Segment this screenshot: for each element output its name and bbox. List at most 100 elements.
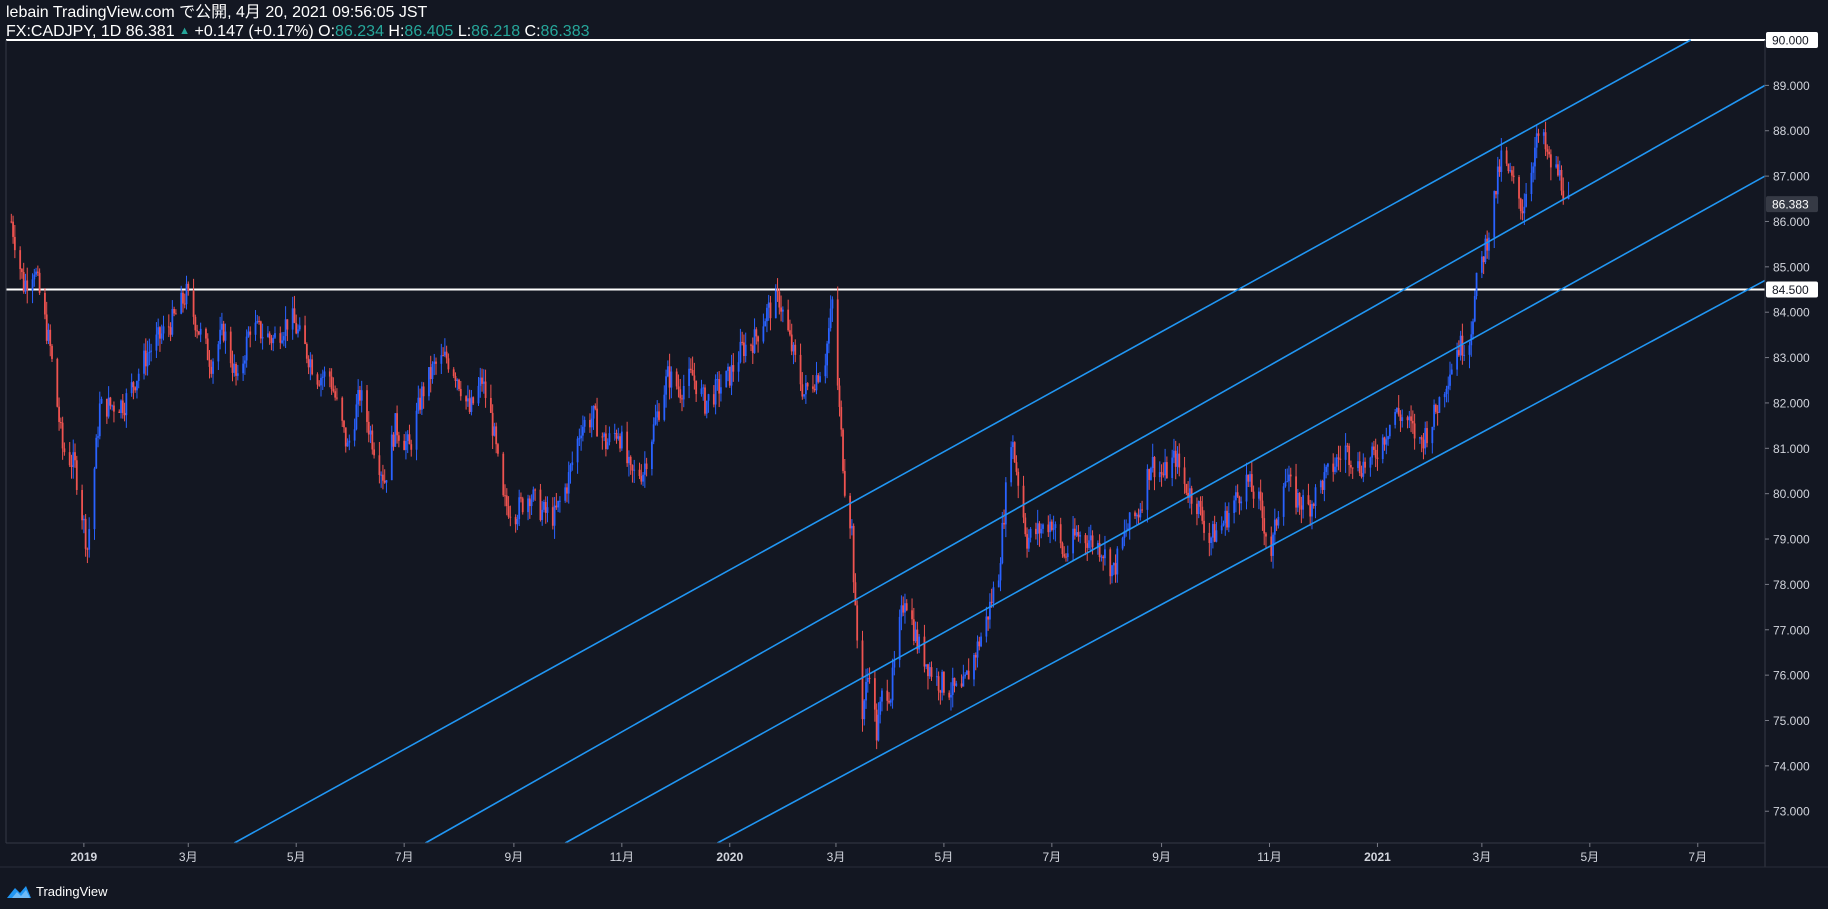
candle	[192, 278, 195, 325]
candle	[1098, 534, 1101, 562]
candle-body	[167, 326, 170, 328]
candle	[247, 326, 250, 338]
candle	[1088, 526, 1090, 551]
candle	[1337, 445, 1340, 471]
candle	[852, 523, 855, 593]
candle	[688, 357, 690, 399]
candle-body	[482, 381, 485, 384]
candle	[371, 424, 374, 455]
candle	[408, 424, 411, 445]
candle-body	[113, 405, 115, 412]
candle-body	[1560, 169, 1563, 191]
candle	[180, 285, 183, 315]
candle	[950, 682, 952, 711]
candle-body	[199, 328, 202, 335]
candle	[146, 340, 149, 376]
candle	[328, 368, 331, 388]
candle-body	[1240, 501, 1243, 504]
time-tick-label: 9月	[505, 850, 524, 864]
price-tick-label: 81.000	[1773, 442, 1810, 456]
candle	[578, 428, 581, 447]
candle-body	[1498, 166, 1501, 172]
candle-body	[261, 336, 264, 339]
candle	[394, 412, 397, 448]
candle-body	[136, 380, 138, 391]
candle	[137, 368, 140, 389]
candle-body	[787, 309, 790, 331]
candle	[1560, 165, 1563, 196]
change-value: +0.147 (+0.17%)	[194, 23, 314, 40]
candle	[109, 396, 112, 410]
candle	[790, 323, 793, 356]
candle-body	[689, 368, 692, 371]
candle	[36, 265, 39, 277]
candle	[88, 517, 91, 558]
candle-body	[1314, 487, 1317, 506]
tradingview-branding[interactable]: TradingView	[6, 880, 108, 902]
candle-body	[1369, 457, 1372, 468]
up-arrow-icon: ▲	[179, 25, 191, 37]
candle-body	[1438, 397, 1441, 413]
candle-body	[1374, 449, 1377, 458]
candle-body	[192, 291, 195, 317]
candle	[1208, 522, 1211, 557]
candle-body	[691, 370, 694, 376]
candle	[224, 323, 227, 354]
candle-body	[1050, 521, 1053, 530]
price-axis[interactable]: 73.000 74.000 75.000 76.000 77.000 78.000 79.0…	[1765, 34, 1810, 819]
candle	[1128, 512, 1131, 540]
candle-body	[520, 497, 522, 499]
candle-body	[792, 344, 795, 352]
candle	[1288, 465, 1290, 492]
candle	[877, 702, 880, 742]
candle-body	[1052, 528, 1055, 530]
candle-body	[143, 350, 145, 374]
candle	[1079, 531, 1082, 544]
candle	[1388, 424, 1391, 439]
candle-body	[268, 333, 271, 339]
candle	[1498, 159, 1501, 177]
candle	[332, 377, 335, 393]
candle-body	[658, 411, 660, 420]
candle	[353, 418, 356, 447]
candle-body	[799, 354, 802, 385]
candle-body	[197, 331, 200, 335]
candle-body	[1321, 480, 1324, 490]
candle	[1282, 483, 1285, 526]
candle	[725, 370, 728, 388]
candle	[68, 442, 71, 468]
candle	[999, 557, 1002, 592]
candle	[1509, 162, 1512, 173]
candle-body	[1176, 453, 1179, 467]
candle-body	[1413, 423, 1416, 439]
candle-body	[1532, 166, 1535, 173]
time-axis[interactable]: 2019 3月 5月 7月 9月 11月 2020 3月 5月 7月 9月 11月 2021 3月 5月 7月	[71, 843, 1708, 864]
symbol-label: FX:CADJPY, 1D	[6, 23, 122, 40]
candle-body	[1215, 530, 1218, 542]
candle	[720, 374, 722, 402]
candle-body	[1447, 385, 1450, 389]
candle-body	[45, 314, 48, 341]
candle	[81, 484, 83, 530]
candle-body	[1201, 506, 1204, 521]
price-tick-label: 87.000	[1773, 170, 1810, 184]
candle	[1456, 342, 1458, 376]
price-tick-label: 80.000	[1773, 487, 1810, 501]
candle	[766, 304, 768, 333]
candle-body	[1164, 462, 1166, 476]
candle-body	[489, 397, 492, 413]
candle-body	[1100, 556, 1103, 558]
candle	[918, 634, 921, 654]
candle-body	[1250, 474, 1253, 492]
candle-body	[279, 333, 282, 343]
candle-body	[1017, 471, 1020, 486]
candle	[396, 405, 398, 444]
candle	[1424, 421, 1427, 455]
candle	[702, 384, 705, 401]
candle	[1408, 410, 1411, 429]
candle	[1309, 499, 1312, 527]
candle-body	[601, 436, 604, 438]
candle-body	[918, 636, 921, 650]
candle	[295, 314, 298, 335]
